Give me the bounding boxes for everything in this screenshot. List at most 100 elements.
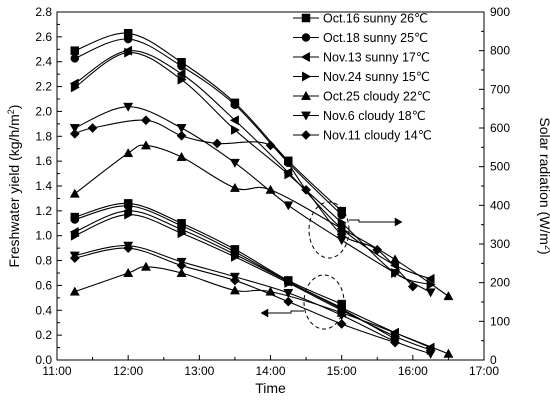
data-point <box>87 123 98 133</box>
data-point <box>230 124 241 135</box>
y-left-tick-label: 0.8 <box>35 254 52 268</box>
arrow-head-left <box>260 308 269 318</box>
data-point <box>177 74 187 85</box>
data-point <box>229 285 240 295</box>
data-point <box>123 243 134 254</box>
data-point <box>443 348 454 358</box>
series-line <box>74 205 396 340</box>
legend-item: Nov.13 sunny 17℃ <box>293 51 430 65</box>
data-point <box>212 138 223 149</box>
data-point <box>70 54 80 63</box>
data-point <box>425 288 436 298</box>
data-point <box>336 229 347 240</box>
data-point <box>141 115 151 126</box>
data-point <box>284 169 294 180</box>
data-point <box>70 215 80 224</box>
y-right-tick-label: 600 <box>490 121 510 135</box>
data-point <box>69 286 80 296</box>
data-point <box>425 273 435 284</box>
data-point <box>337 210 346 220</box>
series-line <box>74 119 414 287</box>
y-right-tick-label: 500 <box>490 160 510 174</box>
x-tick-label: 11:00 <box>42 364 71 378</box>
data-point <box>230 100 240 110</box>
y-left-tick-label: 1.6 <box>35 154 52 168</box>
y-left-tick-label: 2.2 <box>35 80 52 94</box>
data-point <box>69 188 80 198</box>
y-left-tick-label: 1.4 <box>35 179 52 193</box>
data-point <box>123 34 133 44</box>
y-axis-left-title-end: ) <box>6 105 22 110</box>
legend-item: Nov.6 cloudy 18℃ <box>293 109 426 123</box>
y-right-tick-label: 200 <box>490 276 510 290</box>
series-13 <box>69 261 454 358</box>
data-point <box>265 286 276 296</box>
x-tick-label: 15:00 <box>327 364 357 378</box>
data-point <box>284 277 294 288</box>
arrow-head-right <box>394 217 403 227</box>
x-axis-title: Time <box>255 380 286 396</box>
data-point <box>124 209 134 220</box>
series-6 <box>69 115 418 292</box>
data-point <box>123 102 134 112</box>
legend-label: Nov.11 cloudy 14℃ <box>323 129 432 143</box>
y-axis-right-title-sup: 2 <box>543 245 550 250</box>
y-right-tick-label: 700 <box>490 82 510 96</box>
x-tick-label: 16:00 <box>398 364 428 378</box>
series-line <box>74 245 431 355</box>
y-left-tick-label: 2.4 <box>35 55 52 69</box>
data-point <box>70 46 80 55</box>
data-point <box>425 349 436 359</box>
series-3 <box>70 47 436 290</box>
y-axis-left: 0.0 0.2 0.4 0.6 0.8 1.0 1.2 1.4 1.6 1.8 2.0 2.2 2.4 2… <box>35 5 62 367</box>
y-left-tick-label: 0.2 <box>35 328 52 342</box>
series-line <box>74 210 431 349</box>
data-point <box>176 124 187 134</box>
data-point <box>301 184 312 195</box>
y-left-tick-label: 0.4 <box>35 303 52 317</box>
data-point <box>123 148 134 158</box>
data-point <box>177 61 186 71</box>
data-point <box>443 291 454 301</box>
series-1 <box>70 34 346 220</box>
data-point <box>283 201 294 211</box>
data-point <box>229 115 239 126</box>
y-left-tick-label: 2.0 <box>35 104 52 118</box>
data-point <box>176 151 187 161</box>
annotation-ellipse-yield <box>303 274 345 330</box>
series-layer <box>69 29 454 359</box>
arrow-to-right-axis <box>349 219 395 223</box>
arrow-to-left-axis <box>268 310 304 314</box>
annotation-ellipse-radiation <box>308 201 350 259</box>
legend-item: Oct.16 sunny 26℃ <box>293 12 428 26</box>
x-tick-label: 17:00 <box>469 364 499 378</box>
data-point <box>372 244 383 255</box>
data-point <box>390 337 400 348</box>
legend-label: Oct.16 sunny 26℃ <box>323 12 428 26</box>
data-point <box>69 124 80 134</box>
legend-item: Oct.25 cloudy 22℃ <box>293 90 431 104</box>
data-point <box>176 267 187 277</box>
y-axis-right: 0 100 200 300 400 500 600 700 800 900 <box>479 5 510 367</box>
data-point <box>123 267 134 277</box>
series-8 <box>70 201 400 344</box>
annotations <box>260 201 403 330</box>
y-axis-left-title-main: Freshwater yield (kg/h/m <box>6 114 22 267</box>
y-right-tick-label: 400 <box>490 198 510 212</box>
data-point <box>124 47 134 58</box>
y-axis-right-title-main: Solar radiation (W/m <box>537 117 550 245</box>
y-left-tick-label: 2.8 <box>35 5 52 19</box>
legend-marker <box>300 111 312 121</box>
data-point <box>140 261 151 271</box>
legend: Oct.16 sunny 26℃ Oct.18 sunny 25℃ Nov.13 s… <box>293 12 432 143</box>
data-point <box>265 140 276 151</box>
legend-item: Nov.11 cloudy 14℃ <box>293 129 432 143</box>
data-point <box>283 288 294 299</box>
y-left-tick-label: 0.0 <box>35 353 52 367</box>
legend-label: Oct.18 sunny 25℃ <box>323 31 428 45</box>
series-5 <box>69 102 436 298</box>
series-line <box>74 38 343 216</box>
data-point <box>70 230 80 241</box>
y-left-tick-label: 1.2 <box>35 204 52 218</box>
data-point <box>140 140 151 150</box>
